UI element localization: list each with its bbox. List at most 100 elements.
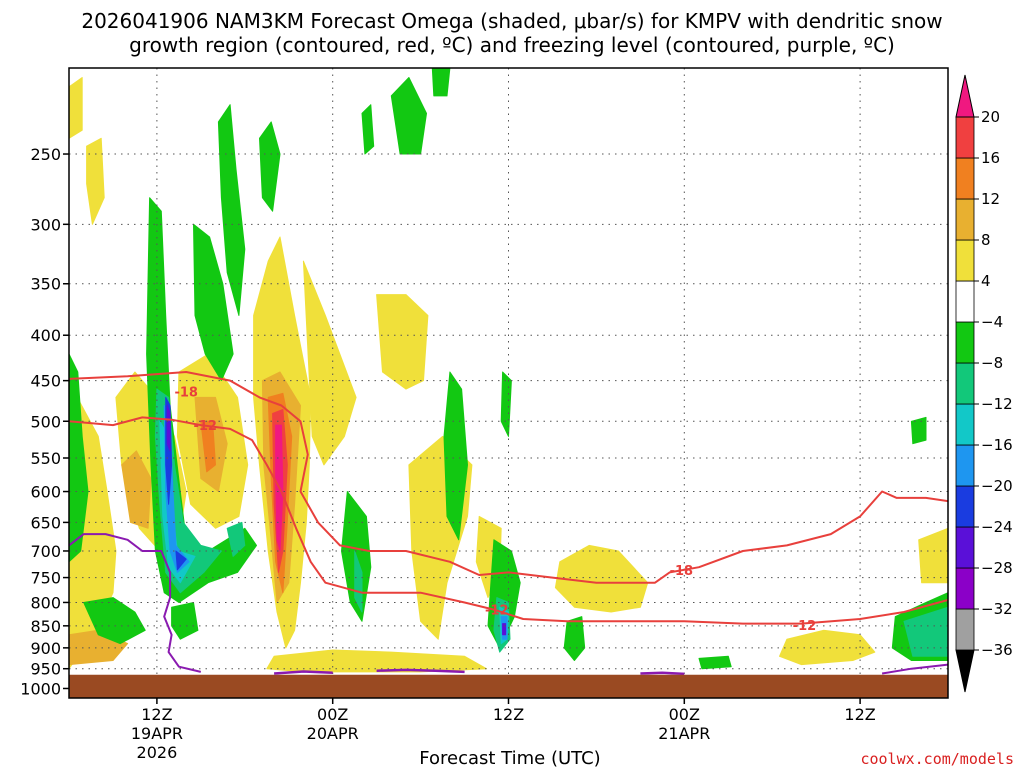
y-tick-label: 750 bbox=[30, 569, 61, 588]
colorbar-label: 4 bbox=[981, 272, 991, 290]
x-tick-label: 00Z bbox=[669, 705, 700, 724]
colorbar-label: 8 bbox=[981, 231, 991, 249]
colorbar-label: −8 bbox=[981, 354, 1003, 372]
omega-region-omega-8 bbox=[226, 521, 246, 557]
colorbar-label: −20 bbox=[981, 477, 1013, 495]
y-tick-label: 800 bbox=[30, 593, 61, 612]
omega-region-omega-4 bbox=[443, 371, 468, 541]
contour-label: -12 bbox=[193, 419, 217, 434]
colorbar-bin bbox=[955, 198, 975, 241]
colorbar-label: −32 bbox=[981, 600, 1013, 618]
y-tick-label: 600 bbox=[30, 483, 61, 502]
colorbar-bin bbox=[955, 157, 975, 200]
y-tick-label: 500 bbox=[30, 412, 61, 431]
omega-region-omega-24 bbox=[166, 405, 171, 452]
chart-title-line-1: 2026041906 NAM3KM Forecast Omega (shaded… bbox=[81, 9, 942, 33]
y-axis: 250 300 350 400 450 500 550 600 650 700 750 800 850 9… bbox=[20, 145, 69, 698]
omega-region-omega-4 bbox=[69, 353, 89, 563]
y-tick-label: 1000 bbox=[20, 679, 61, 698]
y-tick-label: 700 bbox=[30, 542, 61, 561]
plot-content: -18 -18 -12 -12 -12 bbox=[69, 68, 948, 698]
colorbar-label: −4 bbox=[981, 313, 1003, 331]
y-tick-label: 350 bbox=[30, 275, 61, 294]
y-tick-label: 650 bbox=[30, 513, 61, 532]
colorbar-bin bbox=[955, 403, 975, 446]
colorbar-label: −12 bbox=[981, 395, 1013, 413]
contour-label: -12 bbox=[485, 604, 509, 619]
omega-region-omega-4 bbox=[193, 223, 234, 382]
omega-region-omega-8 bbox=[903, 606, 948, 657]
y-tick-label: 250 bbox=[30, 145, 61, 164]
omega-region-omega+4 bbox=[266, 649, 487, 673]
colorbar-label: −24 bbox=[981, 518, 1013, 536]
contour-freezing-level bbox=[69, 533, 202, 673]
omega-region-omega+4 bbox=[69, 77, 83, 139]
omega-region-omega-4 bbox=[390, 77, 427, 155]
x-tick-label: 19APR bbox=[131, 724, 183, 743]
omega-region-omega+4 bbox=[376, 294, 429, 390]
colorbar: −36 −32 −28 −24 −20 −16 −12 −8 −4 4 8 12 16 20 bbox=[955, 74, 1013, 693]
colorbar-label: 20 bbox=[981, 108, 1000, 126]
omega-region-omega+4 bbox=[302, 260, 357, 466]
colorbar-label: 12 bbox=[981, 190, 1000, 208]
colorbar-bin bbox=[955, 362, 975, 405]
omega-region-omega-20 bbox=[175, 550, 187, 571]
colorbar-top-arrow bbox=[955, 74, 975, 118]
colorbar-bin bbox=[955, 485, 975, 528]
omega-region-omega+8 bbox=[121, 450, 152, 529]
omega-region-omega-4 bbox=[431, 68, 451, 97]
omega-region-omega-8 bbox=[354, 550, 363, 613]
colorbar-bin bbox=[955, 608, 975, 651]
x-tick-label: 20APR bbox=[307, 724, 359, 743]
colorbar-label: −16 bbox=[981, 436, 1013, 454]
ground-layer bbox=[69, 674, 948, 698]
colorbar-bin bbox=[955, 280, 975, 323]
contour-freezing-level-right bbox=[881, 663, 948, 675]
contour-dendritic-top bbox=[69, 371, 948, 584]
freezing-level-surface-segment bbox=[376, 668, 465, 674]
y-tick-label: 400 bbox=[30, 326, 61, 345]
credit-text: coolwx.com/models bbox=[860, 750, 1014, 768]
omega-region-omega+4 bbox=[554, 544, 649, 613]
omega-region-omega-4 bbox=[698, 655, 732, 670]
x-tick-label: 12Z bbox=[844, 705, 875, 724]
colorbar-bin bbox=[955, 567, 975, 610]
omega-region-omega+12 bbox=[200, 420, 216, 473]
omega-shading-layer bbox=[69, 68, 948, 673]
y-tick-label: 900 bbox=[30, 639, 61, 658]
x-tick-label: 12Z bbox=[493, 705, 524, 724]
freezing-level-surface-segment bbox=[274, 670, 333, 675]
gridlines-layer bbox=[69, 68, 948, 698]
chart-title-line-2: growth region (contoured, red, ºC) and f… bbox=[129, 33, 895, 57]
colorbar-bin bbox=[955, 526, 975, 569]
omega-region-omega-4 bbox=[83, 597, 146, 645]
omega-region-omega-4 bbox=[217, 104, 246, 316]
x-tick-label: 00Z bbox=[317, 705, 348, 724]
contour-label: -18 bbox=[670, 564, 694, 579]
contour-label: -12 bbox=[793, 619, 817, 634]
omega-region-omega-4 bbox=[259, 121, 281, 212]
y-tick-label: 450 bbox=[30, 372, 61, 391]
omega-region-omega-4 bbox=[171, 602, 199, 640]
y-tick-label: 300 bbox=[30, 215, 61, 234]
colorbar-bin bbox=[955, 321, 975, 364]
colorbar-label: 16 bbox=[981, 149, 1000, 167]
omega-region-omega-4 bbox=[910, 416, 927, 445]
omega-region-omega-4 bbox=[563, 616, 586, 661]
contours-layer: -18 -18 -12 -12 -12 bbox=[69, 371, 948, 676]
y-tick-label: 550 bbox=[30, 449, 61, 468]
colorbar-label: −36 bbox=[981, 641, 1013, 659]
x-tick-label: 2026 bbox=[137, 743, 178, 762]
y-tick-label: 950 bbox=[30, 660, 61, 679]
colorbar-bin bbox=[955, 239, 975, 282]
omega-region-omega-24 bbox=[502, 623, 507, 636]
y-tick-label: 850 bbox=[30, 617, 61, 636]
omega-region-omega+4 bbox=[779, 629, 876, 666]
contour-label: -18 bbox=[174, 386, 198, 401]
freezing-level-surface-segment bbox=[640, 671, 685, 676]
omega-region-omega+4 bbox=[86, 137, 105, 225]
x-axis-title: Forecast Time (UTC) bbox=[419, 748, 600, 768]
omega-region-omega+4 bbox=[918, 527, 948, 584]
